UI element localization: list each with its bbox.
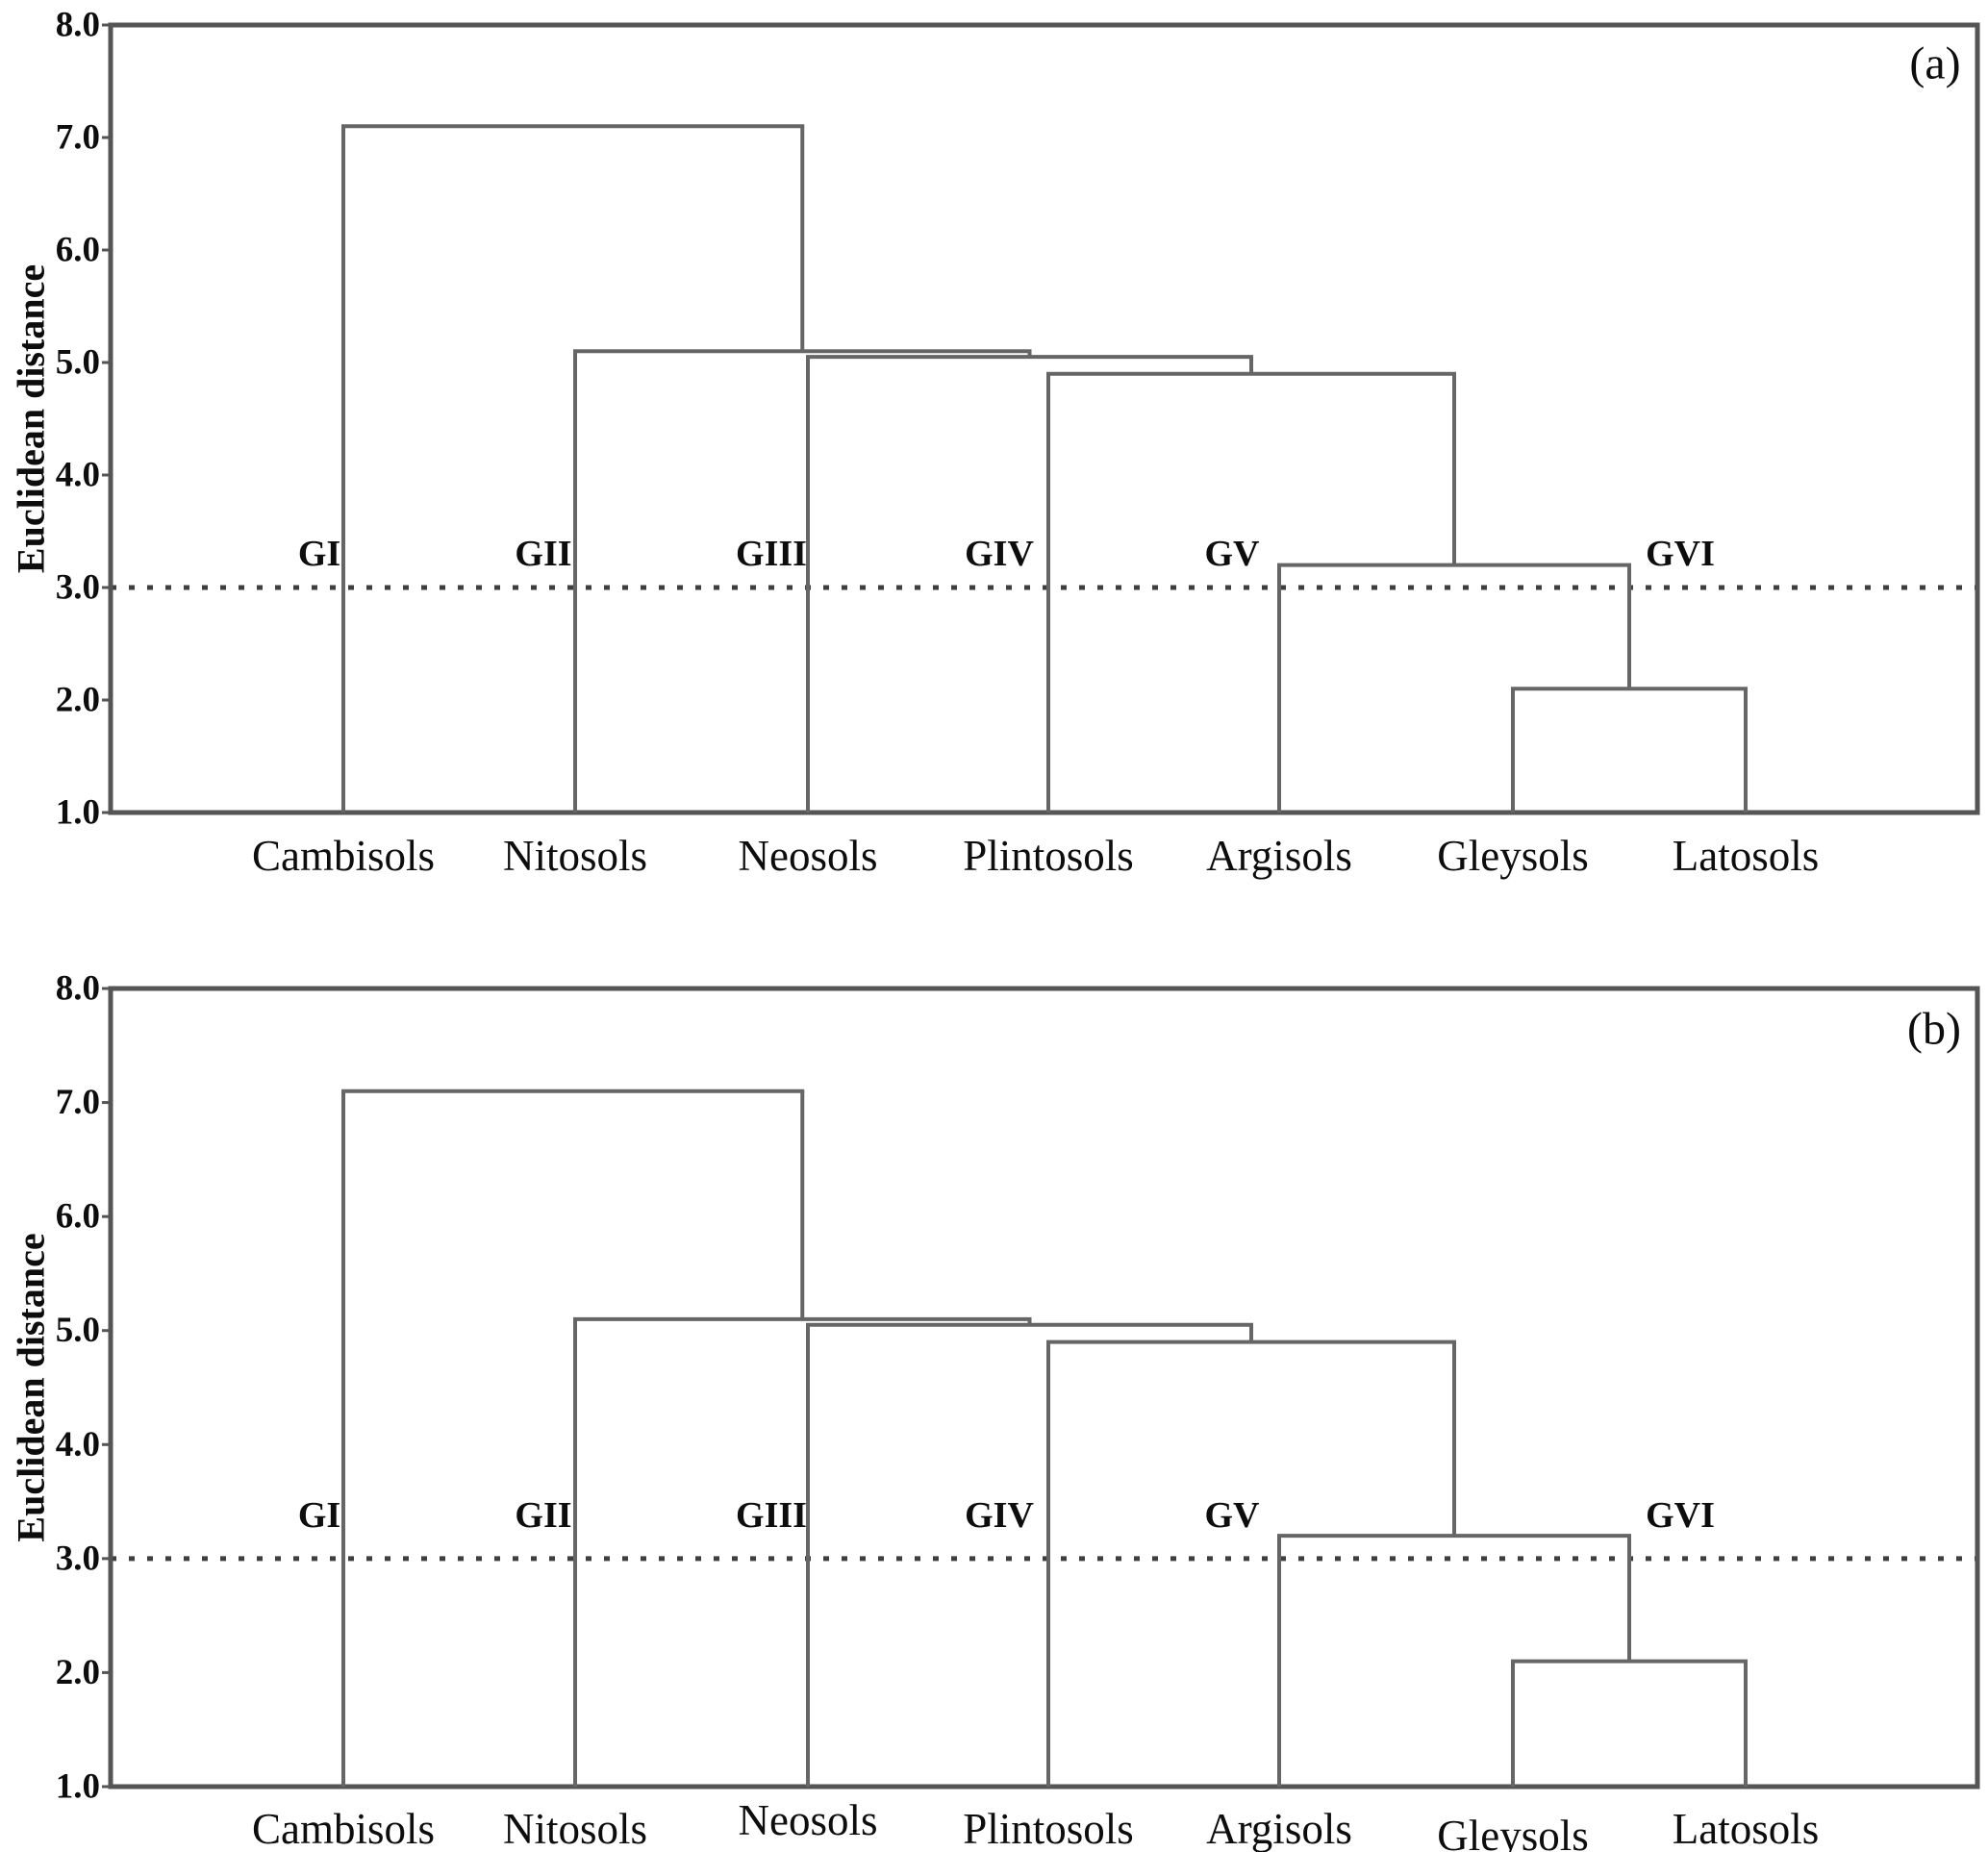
y-tick-label-b: 6.0 [56, 1197, 100, 1237]
leaf-label-latosols-b: Latosols [1673, 1805, 1820, 1852]
leaf-label-latosols-a: Latosols [1673, 832, 1820, 880]
leaf-label-argisols-b: Argisols [1206, 1805, 1352, 1852]
group-label-gi-a: GI [298, 534, 340, 574]
leaf-label-argisols-a: Argisols [1206, 832, 1352, 880]
leaf-label-gleysols-a: Gleysols [1437, 832, 1589, 880]
group-label-giii-b: GIII [736, 1495, 807, 1536]
group-label-gv-b: GV [1205, 1495, 1261, 1536]
y-tick-label-b: 8.0 [56, 969, 100, 1009]
y-tick-label-a: 5.0 [56, 343, 100, 383]
leaf-label-neosols-b: Neosols [739, 1796, 878, 1844]
leaf-label-nitosols-a: Nitosols [503, 832, 647, 880]
y-tick-label-b: 3.0 [56, 1539, 100, 1578]
y-tick-label-b: 1.0 [56, 1767, 100, 1807]
group-label-gii-b: GII [515, 1495, 571, 1536]
y-tick-label-a: 2.0 [56, 681, 100, 720]
y-axis-title-b: Euclidean distance [10, 1233, 53, 1541]
y-tick-label-a: 3.0 [56, 568, 100, 608]
group-label-giii-a: GIII [736, 534, 807, 574]
leaf-label-plintosols-b: Plintosols [963, 1805, 1134, 1852]
y-tick-label-a: 1.0 [56, 793, 100, 833]
group-label-giv-b: GIV [965, 1495, 1034, 1536]
y-tick-label-b: 5.0 [56, 1311, 100, 1350]
y-tick-label-b: 2.0 [56, 1653, 100, 1692]
panel-letter-b: (b) [1907, 1004, 1961, 1055]
plot-frame-b [108, 986, 1980, 1789]
y-axis-title-a: Euclidean distance [10, 264, 53, 573]
group-label-gi-b: GI [298, 1495, 340, 1536]
panel-letter-a: (a) [1909, 38, 1960, 89]
y-tick-label-b: 4.0 [56, 1425, 100, 1464]
leaf-label-neosols-a: Neosols [739, 832, 878, 880]
group-label-giv-a: GIV [965, 534, 1034, 574]
y-tick-label-a: 8.0 [56, 6, 100, 45]
y-tick-label-a: 4.0 [56, 456, 100, 495]
leaf-label-cambisols-b: Cambisols [252, 1805, 435, 1852]
leaf-label-nitosols-b: Nitosols [503, 1805, 647, 1852]
leaf-label-cambisols-a: Cambisols [252, 832, 435, 880]
leaf-label-gleysols-b: Gleysols [1437, 1812, 1589, 1852]
plot-frame-a [108, 22, 1980, 815]
y-tick-label-b: 7.0 [56, 1083, 100, 1122]
group-label-gvi-b: GVI [1646, 1495, 1715, 1536]
leaf-label-plintosols-a: Plintosols [963, 832, 1134, 880]
y-tick-label-a: 7.0 [56, 118, 100, 158]
group-label-gv-a: GV [1205, 534, 1261, 574]
group-label-gvi-a: GVI [1646, 534, 1715, 574]
y-tick-label-a: 6.0 [56, 231, 100, 270]
group-label-gii-a: GII [515, 534, 571, 574]
